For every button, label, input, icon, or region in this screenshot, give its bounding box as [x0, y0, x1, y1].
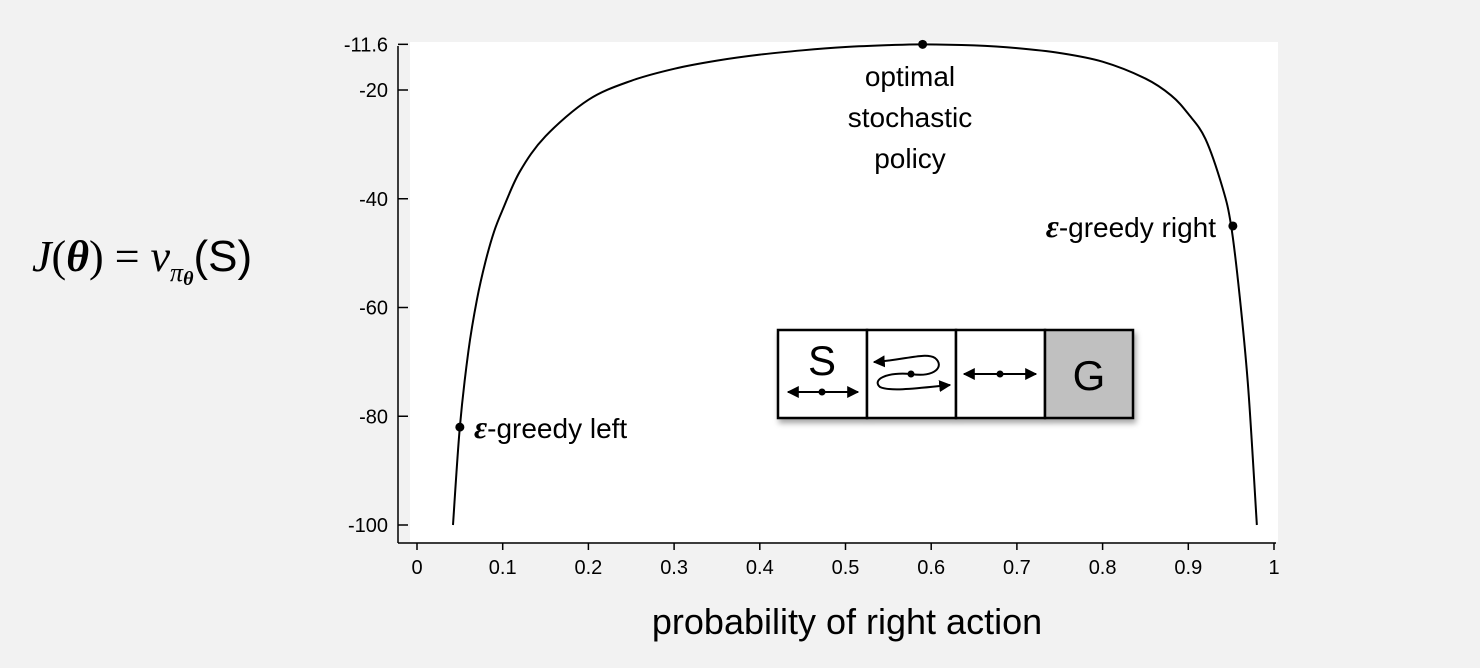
y-label-v: v: [151, 232, 171, 281]
y-tick-label: -40: [359, 189, 388, 211]
y-tick-label: -20: [359, 80, 388, 102]
greedy-right-point: [1228, 221, 1238, 231]
cell2-left-arrow: [872, 354, 940, 376]
y-tick-label: -100: [348, 515, 388, 537]
x-tick-label: 0.7: [1003, 557, 1031, 579]
x-tick-label: 0.1: [489, 557, 517, 579]
optimal-point: [918, 39, 928, 49]
series-line: [451, 43, 1258, 526]
y-label-sub-theta: θ: [183, 268, 194, 290]
cell2-dot: [907, 370, 915, 378]
greedy-left-label: ε-greedy left: [474, 409, 627, 445]
gridworld-cell-1: [776, 328, 869, 420]
y-label-open: (: [52, 232, 67, 281]
y-label-close: ): [89, 232, 104, 281]
y-label-j: J: [32, 232, 54, 281]
gridworld-cell-goal: [1043, 328, 1135, 420]
greedy-right-label: ε-greedy right: [1046, 208, 1217, 244]
x-tick-label: 0.8: [1089, 557, 1117, 579]
epsilon-symbol: ε: [1046, 208, 1059, 244]
x-tick-label: 0.4: [746, 557, 774, 579]
epsilon-symbol: ε: [474, 409, 487, 445]
y-label-theta: θ: [66, 232, 89, 281]
start-cell-label: S: [808, 337, 836, 384]
x-tick-label: 0.6: [917, 557, 945, 579]
x-tick-label: 0.5: [832, 557, 860, 579]
x-tick-label: 0.2: [574, 557, 602, 579]
y-label-eq: =: [104, 232, 151, 281]
cell1-dot: [818, 388, 826, 396]
optimal-label-line1: optimal: [865, 61, 955, 92]
greedy-left-text: -greedy left: [487, 413, 627, 444]
goal-cell-label: G: [1073, 352, 1106, 399]
cell2-right-arrow: [876, 372, 952, 393]
greedy-right-text: -greedy right: [1059, 212, 1216, 243]
y-label-state: (S): [193, 232, 252, 281]
plot-area: [410, 42, 1278, 542]
optimal-label-line3: policy: [874, 143, 946, 174]
cell3-dot: [996, 370, 1004, 378]
x-axis-label: probability of right action: [652, 601, 1042, 642]
x-ticks: 0 0.1 0.2 0.3 0.4 0.5 0.6 0.7 0.8 0.9 1: [411, 543, 1280, 579]
optimal-label-line2: stochastic: [848, 102, 973, 133]
y-tick-label: -60: [359, 298, 388, 320]
y-label-pi: π: [170, 258, 184, 287]
y-axis-label: J(θ) = vπθ(S): [32, 232, 252, 290]
x-tick-label: 0: [411, 557, 422, 579]
y-ticks: -11.6 -20 -40 -60 -80 -100: [344, 34, 408, 537]
y-tick-label: -80: [359, 406, 388, 428]
x-tick-label: 1: [1268, 557, 1279, 579]
greedy-left-point: [455, 422, 465, 432]
x-tick-label: 0.3: [660, 557, 688, 579]
x-tick-label: 0.9: [1174, 557, 1202, 579]
y-tick-label: -11.6: [344, 34, 388, 56]
